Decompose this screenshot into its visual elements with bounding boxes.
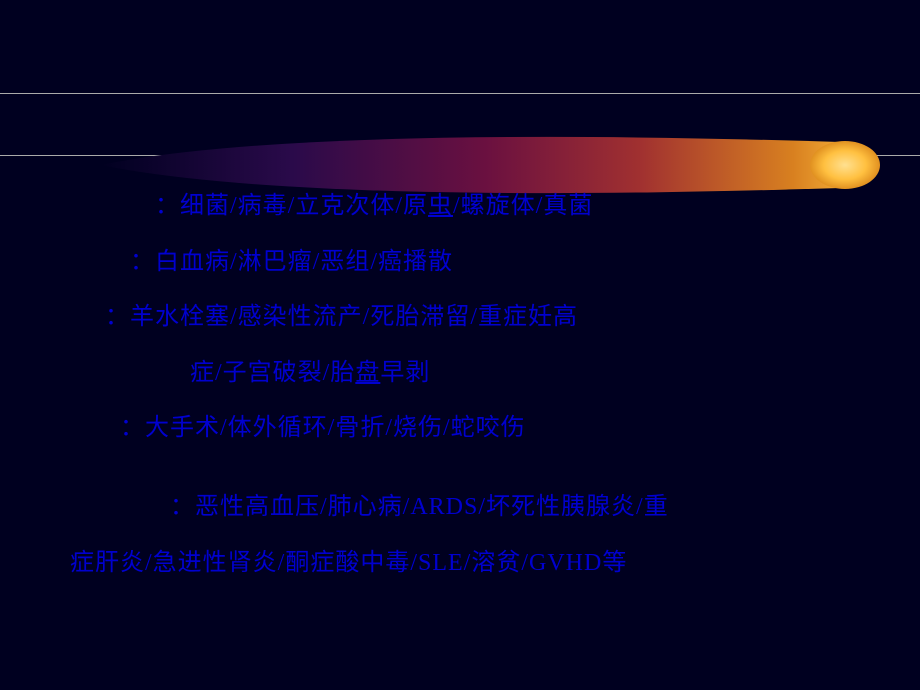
- text-line-3: ：羊水栓塞/感染性流产/死胎滞留/重症妊高: [70, 301, 860, 335]
- text-line-4: 症/子宫破裂/胎盘早剥: [70, 357, 860, 391]
- line1-underlined: 虫: [428, 193, 453, 219]
- top-separator: [0, 93, 920, 94]
- text-line-7: 症肝炎/急进性肾炎/酮症酸中毒/SLE/溶贫/GVHD等: [70, 547, 860, 581]
- text-line-6: ：恶性高血压/肺心病/ARDS/坏死性胰腺炎/重: [70, 491, 860, 525]
- text-line-5: ：大手术/体外循环/骨折/烧伤/蛇咬伤: [70, 412, 860, 446]
- content-area: ：细菌/病毒/立克次体/原虫/螺旋体/真菌 ：白血病/淋巴瘤/恶组/癌播散 ：羊…: [70, 190, 860, 602]
- line4-prefix: 症/子宫破裂/胎: [190, 360, 355, 386]
- line4-underlined: 盘: [355, 360, 380, 386]
- line1-prefix: ：细菌/病毒/立克次体/原: [155, 193, 428, 219]
- line1-suffix: /螺旋体/真菌: [453, 193, 593, 219]
- text-line-2: ：白血病/淋巴瘤/恶组/癌播散: [70, 246, 860, 280]
- text-line-1: ：细菌/病毒/立克次体/原虫/螺旋体/真菌: [70, 190, 860, 224]
- line4-suffix: 早剥: [380, 360, 430, 386]
